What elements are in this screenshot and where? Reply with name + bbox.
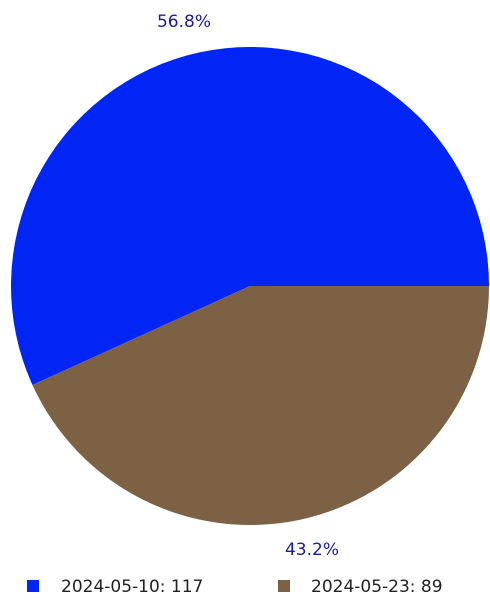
legend-swatch-1 bbox=[278, 580, 290, 592]
legend-swatch-0 bbox=[27, 580, 39, 592]
pie-slice-0 bbox=[10, 46, 490, 385]
legend-label-0: 2024-05-10: 117 bbox=[61, 577, 203, 597]
slice-percent-label-1: 43.2% bbox=[285, 540, 339, 560]
legend: 2024-05-10: 117 2024-05-23: 89 bbox=[27, 577, 443, 597]
slice-percent-label-0: 56.8% bbox=[157, 12, 211, 32]
legend-label-1: 2024-05-23: 89 bbox=[311, 577, 443, 597]
percent-labels: 56.8% 43.2% bbox=[157, 12, 339, 560]
pie-slices bbox=[10, 46, 490, 525]
pie-slice-1 bbox=[32, 286, 490, 525]
